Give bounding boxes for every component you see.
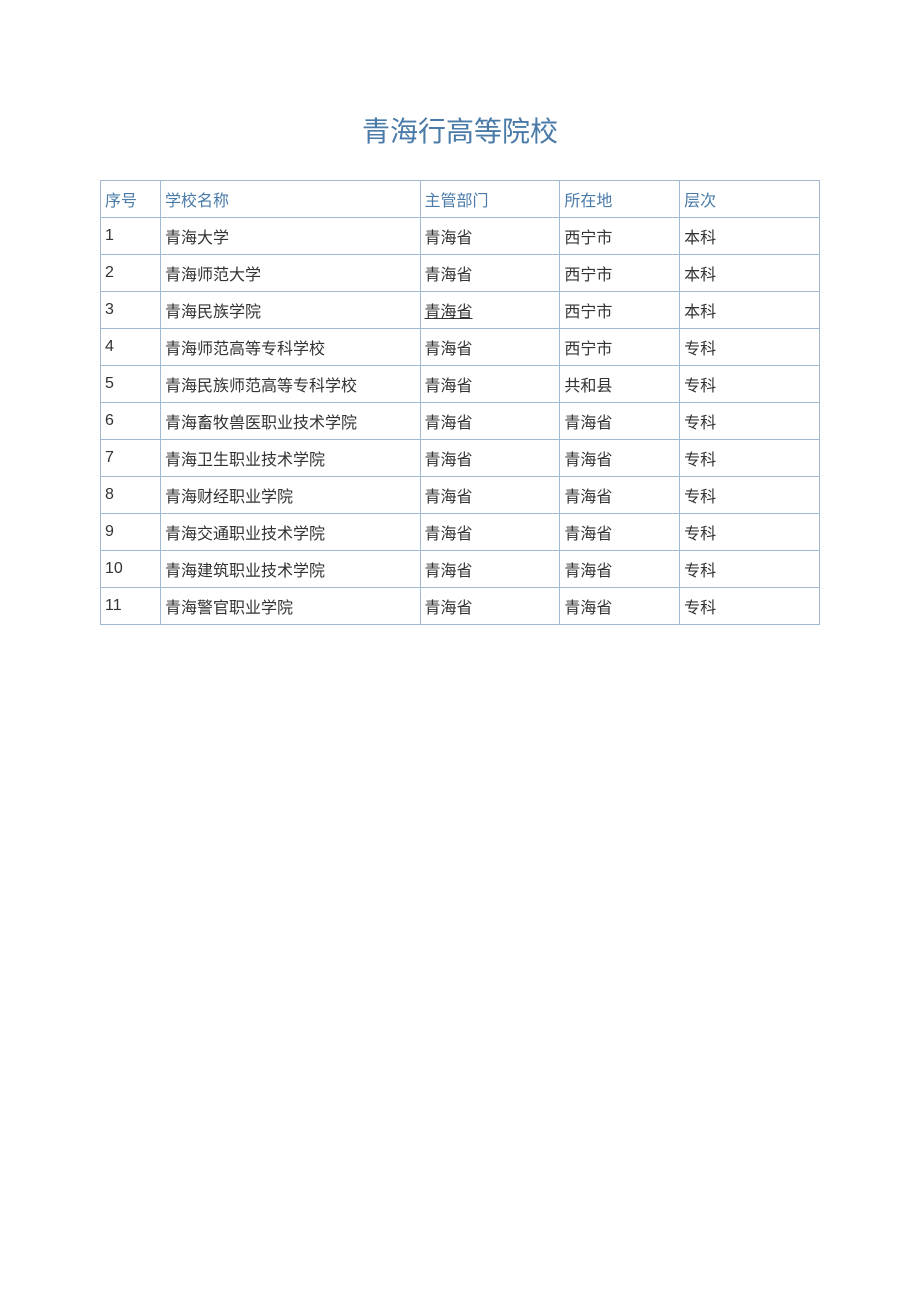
cell-index: 8 bbox=[101, 477, 161, 514]
table-row: 2青海师范大学青海省西宁市本科 bbox=[101, 255, 820, 292]
cell-index: 7 bbox=[101, 440, 161, 477]
cell-index: 2 bbox=[101, 255, 161, 292]
cell-dept: 青海省 bbox=[420, 477, 560, 514]
cell-level: 专科 bbox=[680, 514, 820, 551]
cell-name: 青海民族师范高等专科学校 bbox=[160, 366, 420, 403]
header-dept: 主管部门 bbox=[420, 181, 560, 218]
cell-level: 专科 bbox=[680, 477, 820, 514]
cell-name: 青海建筑职业技术学院 bbox=[160, 551, 420, 588]
table-row: 8青海财经职业学院青海省青海省专科 bbox=[101, 477, 820, 514]
table-header: 序号 学校名称 主管部门 所在地 层次 bbox=[101, 181, 820, 218]
cell-index: 4 bbox=[101, 329, 161, 366]
table-row: 6青海畜牧兽医职业技术学院青海省青海省专科 bbox=[101, 403, 820, 440]
page-title: 青海行高等院校 bbox=[0, 110, 920, 150]
cell-index: 6 bbox=[101, 403, 161, 440]
cell-dept: 青海省 bbox=[420, 255, 560, 292]
table-row: 3青海民族学院青海省 西宁市本科 bbox=[101, 292, 820, 329]
cell-level: 专科 bbox=[680, 329, 820, 366]
cell-level: 专科 bbox=[680, 403, 820, 440]
cell-name: 青海交通职业技术学院 bbox=[160, 514, 420, 551]
cell-dept: 青海省 bbox=[420, 514, 560, 551]
cell-index: 9 bbox=[101, 514, 161, 551]
cell-name: 青海师范高等专科学校 bbox=[160, 329, 420, 366]
cell-index: 10 bbox=[101, 551, 161, 588]
cell-level: 专科 bbox=[680, 588, 820, 625]
cell-dept: 青海省 bbox=[420, 366, 560, 403]
table-row: 5青海民族师范高等专科学校青海省共和县专科 bbox=[101, 366, 820, 403]
cell-level: 本科 bbox=[680, 218, 820, 255]
cell-location: 青海省 bbox=[560, 440, 680, 477]
table-row: 9青海交通职业技术学院青海省青海省专科 bbox=[101, 514, 820, 551]
cell-name: 青海畜牧兽医职业技术学院 bbox=[160, 403, 420, 440]
cell-dept: 青海省 bbox=[420, 440, 560, 477]
cell-index: 11 bbox=[101, 588, 161, 625]
table-row: 4青海师范高等专科学校青海省西宁市专科 bbox=[101, 329, 820, 366]
table-row: 7青海卫生职业技术学院青海省青海省专科 bbox=[101, 440, 820, 477]
header-location: 所在地 bbox=[560, 181, 680, 218]
cell-dept: 青海省 bbox=[420, 292, 560, 329]
cell-dept: 青海省 bbox=[420, 588, 560, 625]
cell-dept: 青海省 bbox=[420, 403, 560, 440]
cell-location: 西宁市 bbox=[560, 329, 680, 366]
table-row: 1青海大学青海省西宁市本科 bbox=[101, 218, 820, 255]
header-name: 学校名称 bbox=[160, 181, 420, 218]
cell-dept: 青海省 bbox=[420, 218, 560, 255]
cell-level: 专科 bbox=[680, 366, 820, 403]
cell-name: 青海大学 bbox=[160, 218, 420, 255]
cell-location: 共和县 bbox=[560, 366, 680, 403]
cell-name: 青海警官职业学院 bbox=[160, 588, 420, 625]
cell-dept: 青海省 bbox=[420, 551, 560, 588]
cell-name: 青海民族学院 bbox=[160, 292, 420, 329]
cell-level: 本科 bbox=[680, 292, 820, 329]
header-index: 序号 bbox=[101, 181, 161, 218]
cell-location: 西宁市 bbox=[560, 218, 680, 255]
cell-index: 5 bbox=[101, 366, 161, 403]
table-body: 1青海大学青海省西宁市本科2青海师范大学青海省西宁市本科3青海民族学院青海省西宁… bbox=[101, 218, 820, 625]
dept-underlined: 青海省 bbox=[425, 304, 473, 321]
cell-location: 青海省 bbox=[560, 403, 680, 440]
cell-name: 青海财经职业学院 bbox=[160, 477, 420, 514]
cell-name: 青海师范大学 bbox=[160, 255, 420, 292]
cell-name: 青海卫生职业技术学院 bbox=[160, 440, 420, 477]
schools-table-container: 序号 学校名称 主管部门 所在地 层次 1青海大学青海省西宁市本科2青海师范大学… bbox=[100, 180, 820, 625]
cell-dept: 青海省 bbox=[420, 329, 560, 366]
cell-location: 青海省 bbox=[560, 588, 680, 625]
cell-level: 本科 bbox=[680, 255, 820, 292]
cell-location: 青海省 bbox=[560, 477, 680, 514]
schools-table: 序号 学校名称 主管部门 所在地 层次 1青海大学青海省西宁市本科2青海师范大学… bbox=[100, 180, 820, 625]
cell-location: 青海省 bbox=[560, 514, 680, 551]
table-row: 11青海警官职业学院青海省青海省专科 bbox=[101, 588, 820, 625]
cell-location: 西宁市 bbox=[560, 292, 680, 329]
header-level: 层次 bbox=[680, 181, 820, 218]
cell-location: 青海省 bbox=[560, 551, 680, 588]
table-row: 10青海建筑职业技术学院青海省青海省专科 bbox=[101, 551, 820, 588]
cell-index: 3 bbox=[101, 292, 161, 329]
cell-level: 专科 bbox=[680, 551, 820, 588]
cell-level: 专科 bbox=[680, 440, 820, 477]
header-row: 序号 学校名称 主管部门 所在地 层次 bbox=[101, 181, 820, 218]
cell-location: 西宁市 bbox=[560, 255, 680, 292]
cell-index: 1 bbox=[101, 218, 161, 255]
